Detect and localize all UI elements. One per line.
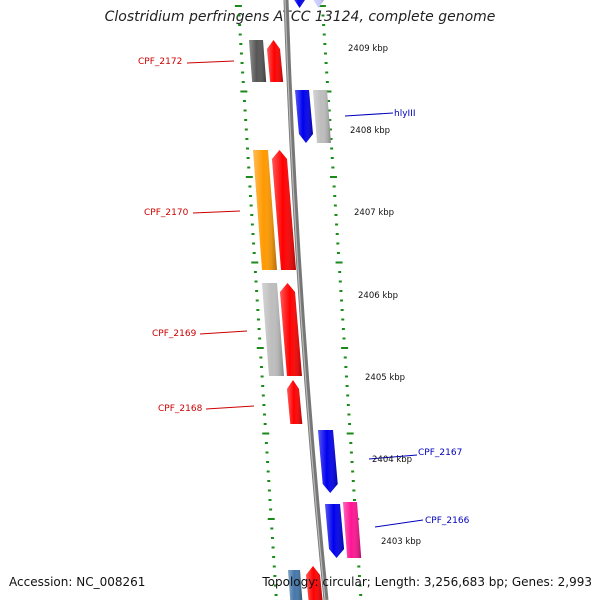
gene-blue-2408 [295,90,313,143]
gene-features [249,0,362,600]
leader-cpf-2170 [192,210,241,214]
gene-blue-2408-shade [295,90,313,143]
kbp-label-2408: 2408 kbp [350,126,390,136]
gene-cpf-2168-shade [287,380,303,424]
leader-cpf-2168 [205,405,255,410]
gene-cpf-2169-gray [262,283,284,376]
gene-cpf-2170-shade [272,150,296,270]
gene-cpf-2167 [318,430,338,493]
gene-hlyiii-shade [313,90,331,143]
kbp-label-2406: 2406 kbp [358,291,398,301]
kbp-label-2409: 2409 kbp [348,44,388,54]
gene-label-cpf-2167[interactable]: CPF_2167 [418,448,462,458]
gene-label-cpf-2168[interactable]: CPF_2168 [158,404,203,414]
gene-top-lavender [312,0,324,8]
gene-cpf-2169-gray-shade [262,283,284,376]
gene-cpf-2172-shade [267,40,284,82]
gene-blue-2403 [325,504,345,558]
map-title: Clostridium perfringens ATCC 13124, comp… [104,9,496,25]
gene-label-cpf-2166[interactable]: CPF_2166 [425,516,470,526]
gene-cpf-2169-shade [280,283,302,376]
leader-cpf-2166 [374,519,424,528]
gene-top-blue [293,0,305,8]
gene-bottom-red [306,566,323,600]
gene-cpf-2172 [267,40,284,82]
kbp-label-2405: 2405 kbp [365,373,405,383]
gene-bottom-red-shade [306,566,323,600]
gene-cpf-2167-shade [318,430,338,493]
gene-cpf-2169 [280,283,302,376]
gene-bottom-steelblue [288,570,303,600]
gene-cpf-2168 [287,380,303,424]
gene-cpf-2170 [272,150,296,270]
gene-cpf-2170-orange-shade [253,150,277,270]
gene-cpf-2172-gray-shade [249,40,267,82]
gene-cpf-2166 [343,502,362,558]
genome-backbone-highlight [284,0,326,600]
gene-top-lavender-shade [312,0,324,8]
leader-hlyiii [344,112,394,117]
gene-cpf-2172-gray [249,40,267,82]
gene-hlyiii [313,90,331,143]
gene-label-cpf-2170[interactable]: CPF_2170 [144,208,189,218]
leader-cpf-2167 [368,454,418,460]
leader-cpf-2169 [199,330,248,335]
gene-label-hlyiii[interactable]: hlyIII [394,109,416,119]
topology-text: Topology: circular; Length: 3,256,683 bp… [262,575,592,589]
gene-top-blue-shade [293,0,305,8]
kbp-label-2403: 2403 kbp [381,537,421,547]
gene-label-cpf-2172[interactable]: CPF_2172 [138,57,182,67]
gene-cpf-2170-orange [253,150,277,270]
gene-cpf-2166-shade [343,502,362,558]
gene-bottom-steelblue-shade [288,570,303,600]
genome-backbone [283,0,329,600]
leader-cpf-2172 [186,60,235,64]
kbp-label-2407: 2407 kbp [354,208,394,218]
label-leaders [186,60,424,528]
kbp-label-2404: 2404 kbp [372,455,412,465]
gene-label-cpf-2169[interactable]: CPF_2169 [152,329,197,339]
accession-text: Accession: NC_008261 [9,575,146,589]
gene-blue-2403-shade [325,504,345,558]
